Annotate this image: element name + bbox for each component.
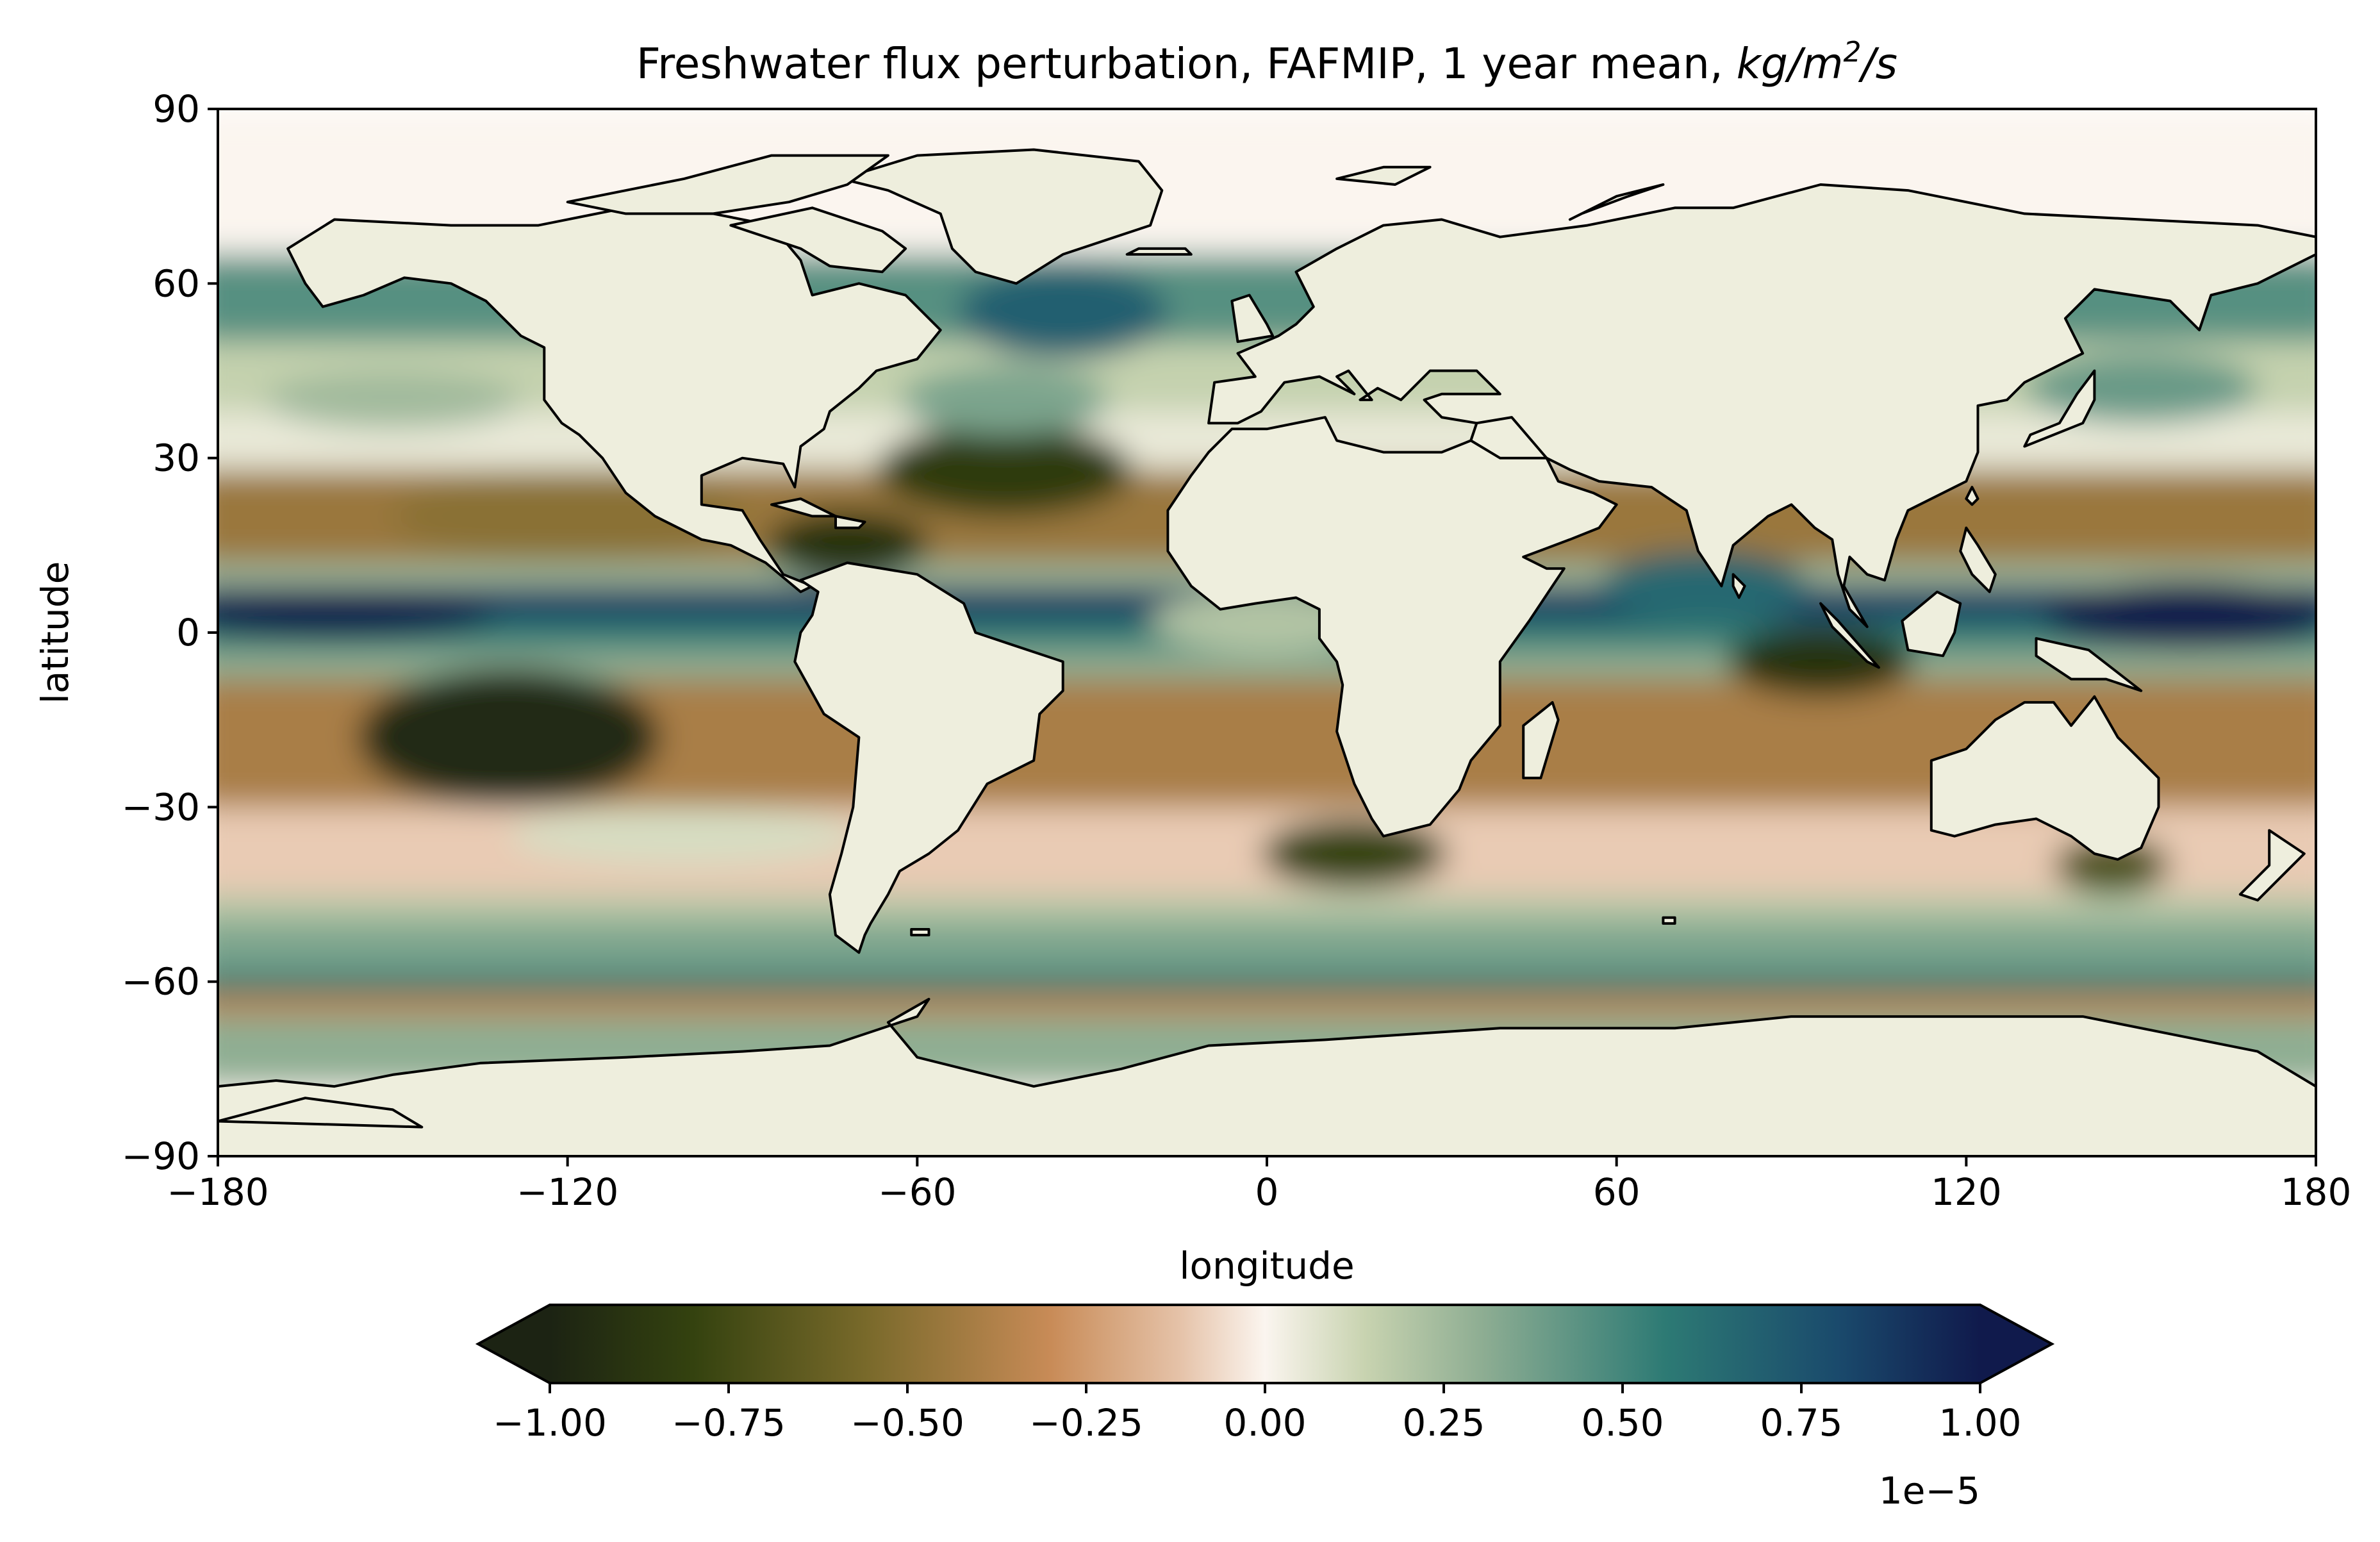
coastline-layer	[218, 165, 1997, 1129]
colorbar-gradient	[550, 1305, 1980, 1383]
land-arabian-sea-outline	[1469, 416, 1548, 460]
x-tick-label: 180	[2281, 1170, 2352, 1214]
land-madagascar	[1522, 701, 1560, 779]
colorbar: −1.00 −0.75 −0.50 −0.25 0.00 0.25 0.50 0.75 1.00…	[475, 1304, 2055, 1513]
flux-anomaly-8	[1599, 551, 1809, 621]
y-tick-label: −60	[122, 960, 200, 1004]
colorbar-scale-label: 1e−5	[1879, 1469, 1980, 1513]
coast-falklands	[910, 928, 930, 936]
coast-ross-ice-shelf	[218, 1097, 424, 1129]
flux-anomaly-9	[2042, 580, 2316, 651]
land-south-america	[793, 561, 1064, 954]
x-tick-label: −120	[516, 1170, 618, 1214]
land-sumatra	[1819, 602, 1880, 669]
x-tick-label: 60	[1593, 1170, 1640, 1214]
flux-anomaly-4	[957, 266, 1168, 360]
y-axis-label: latitude	[33, 561, 77, 704]
flux-anomaly-14	[2053, 836, 2170, 895]
flux-anomaly-7	[1727, 626, 1914, 697]
flux-anomaly-13	[509, 807, 859, 866]
y-tick-label: −90	[122, 1134, 200, 1178]
colorbar-tick-label: 0.50	[1581, 1401, 1664, 1445]
colorbar-tick-label: −0.25	[1029, 1401, 1143, 1445]
flux-anomaly-5	[900, 365, 1110, 435]
y-tick-label: 30	[153, 436, 200, 480]
land-baffin	[729, 206, 907, 274]
map-area	[218, 109, 2316, 1156]
ocean-band-13	[218, 970, 2316, 993]
ocean-band-14	[218, 993, 2316, 1017]
land-antarctica	[218, 997, 2316, 1156]
x-axis-label: longitude	[1179, 1244, 1354, 1288]
colorbar-under-arrow	[478, 1305, 550, 1383]
x-tick-label: −180	[167, 1170, 269, 1214]
colorbar-tick-label: 0.00	[1223, 1401, 1306, 1445]
colorbar-tick-label: 0.75	[1760, 1401, 1842, 1445]
y-axis: 90 60 30 0 −30 −60 −90	[122, 87, 218, 1178]
land-layer	[218, 148, 2316, 1156]
flux-anomaly-12	[218, 592, 498, 639]
coast-taiwan	[1965, 486, 1979, 506]
land-australia	[1930, 695, 2160, 861]
x-tick-label: 0	[1255, 1170, 1279, 1214]
chart-title: Freshwater flux perturbation, FAFMIP, 1 …	[636, 36, 1897, 88]
coast-novaya-zemlya	[1568, 183, 1665, 221]
y-tick-label: 90	[153, 87, 200, 131]
y-tick-label: 0	[176, 611, 200, 654]
colorbar-over-arrow	[1980, 1305, 2052, 1383]
colorbar-tick-label: −1.00	[493, 1401, 607, 1445]
coast-kerguelen	[1662, 916, 1676, 925]
land-uk	[1230, 294, 1275, 344]
land-greenland	[840, 148, 1164, 285]
land-north-america	[286, 206, 942, 593]
flux-anomaly-0	[358, 667, 661, 808]
coast-sri-lanka	[1731, 573, 1746, 599]
x-tick-label: 120	[1931, 1170, 2002, 1214]
colorbar-tick-label: 0.25	[1402, 1401, 1485, 1445]
colorbar-tick-label: 1.00	[1938, 1401, 2021, 1445]
ocean-band-12	[218, 923, 2316, 970]
x-tick-label: −60	[878, 1170, 956, 1214]
coast-svalbard	[1335, 165, 1432, 186]
land-japan	[2023, 369, 2096, 448]
colorbar-tick-label: −0.75	[672, 1401, 786, 1445]
coast-hispaniola	[834, 515, 866, 529]
land-borneo	[1901, 590, 1962, 658]
land-iceland	[1125, 247, 1193, 256]
x-axis: −180 −120 −60 0 60 120 180	[167, 1156, 2351, 1214]
land-new-guinea	[2035, 637, 2143, 692]
colorbar-ticks: −1.00 −0.75 −0.50 −0.25 0.00 0.25 0.50 0.75 1.00	[493, 1383, 2022, 1445]
flux-anomaly-6	[1260, 818, 1448, 889]
flux-anomaly-11	[264, 370, 521, 429]
land-arctic-islands	[566, 154, 889, 215]
land-new-zealand	[2238, 829, 2306, 902]
y-tick-label: 60	[153, 261, 200, 305]
flux-anomaly-3	[876, 423, 1133, 517]
ocean-band-11	[218, 894, 2316, 924]
flux-anomaly-2	[765, 510, 929, 581]
coast-philippines	[1959, 526, 1997, 593]
colorbar-tick-label: −0.50	[850, 1401, 964, 1445]
y-tick-label: −30	[122, 785, 200, 829]
